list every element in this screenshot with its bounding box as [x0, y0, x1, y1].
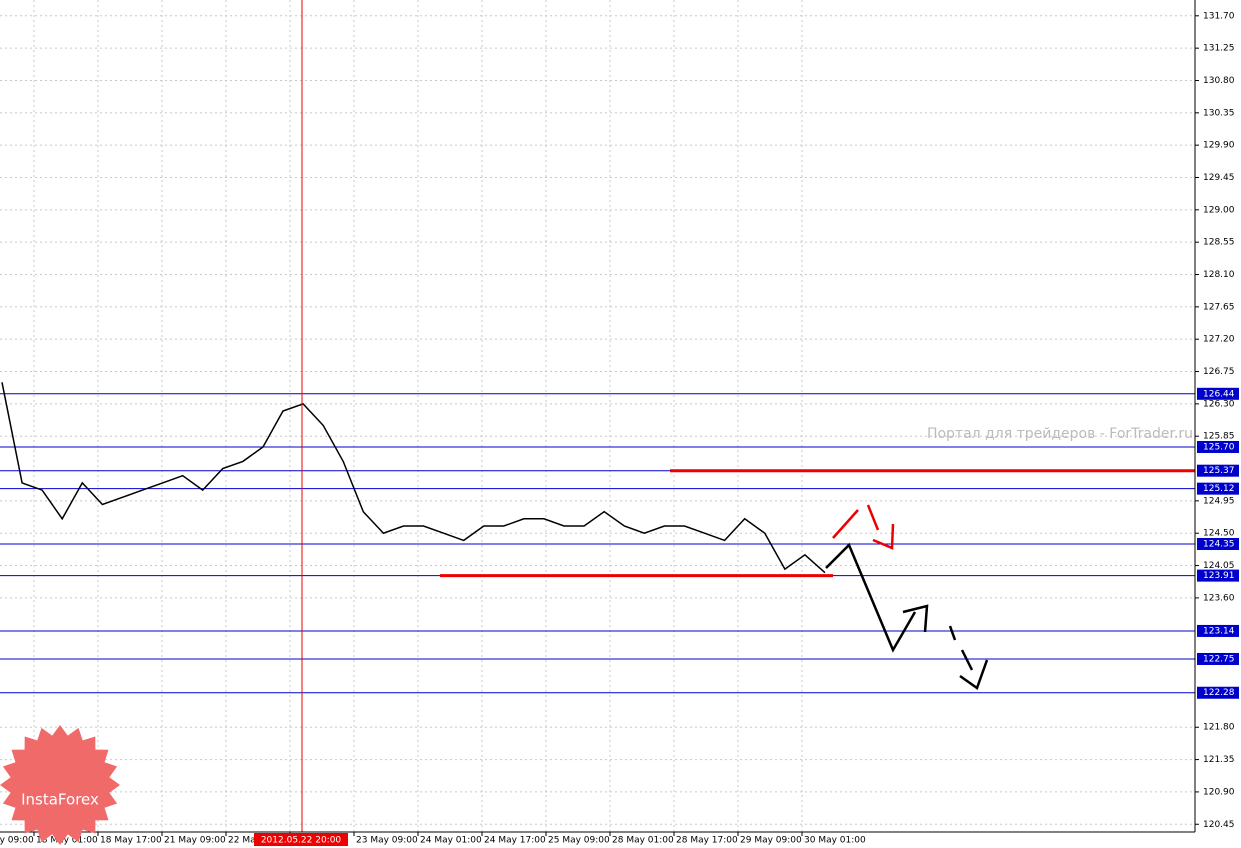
level-label: 122.28 — [1203, 688, 1235, 698]
red-arrow — [866, 504, 895, 550]
watermark: Портал для трейдеров - ForTrader.ru — [927, 426, 1193, 442]
y-tick-label: 131.25 — [1203, 44, 1235, 54]
forecast-path — [825, 542, 917, 653]
x-tick-label: 28 May 17:00 — [676, 836, 738, 846]
y-tick-label: 129.45 — [1203, 173, 1235, 183]
arrow-head — [902, 604, 929, 633]
x-tick-label: 24 May 01:00 — [420, 836, 482, 846]
arrow-head — [959, 659, 989, 690]
crosshair-label: 2012.05.22 20:00 — [261, 836, 342, 846]
y-tick-label: 125.85 — [1203, 432, 1235, 442]
level-label: 125.70 — [1203, 442, 1235, 452]
x-tick-label: 24 May 17:00 — [484, 836, 546, 846]
price-line — [1, 382, 826, 574]
level-label: 123.91 — [1203, 571, 1235, 581]
level-label-box — [1197, 652, 1239, 665]
x-tick-label: 21 May 09:00 — [164, 836, 226, 846]
red-path — [832, 509, 859, 539]
level-label-box — [1197, 537, 1239, 550]
grid — [0, 0, 1195, 832]
level-label-box — [1197, 624, 1239, 637]
level-label-box — [1197, 686, 1239, 699]
level-label-box — [1197, 569, 1239, 582]
level-label: 124.35 — [1203, 539, 1235, 549]
y-tick-label: 123.60 — [1203, 593, 1235, 603]
y-tick-label: 131.70 — [1203, 11, 1235, 21]
y-tick-label: 121.35 — [1203, 755, 1235, 765]
level-label-box — [1197, 387, 1239, 400]
y-tick-label: 126.75 — [1203, 367, 1235, 377]
y-tick-label: 124.50 — [1203, 529, 1235, 539]
y-tick-label: 121.80 — [1203, 723, 1235, 733]
level-label-box — [1197, 440, 1239, 453]
y-tick-label: 128.10 — [1203, 270, 1235, 280]
x-tick-label: 30 May 01:00 — [804, 836, 866, 846]
x-tick-label: 25 May 09:00 — [548, 836, 610, 846]
level-label: 122.75 — [1203, 654, 1235, 664]
level-label-box — [1197, 482, 1239, 495]
levels — [0, 393, 1195, 694]
level-label: 126.44 — [1203, 389, 1235, 399]
y-tick-label: 129.90 — [1203, 141, 1235, 151]
x-tick-label: 23 May 09:00 — [356, 836, 418, 846]
logo-star — [0, 725, 120, 845]
x-tick-label: 28 May 01:00 — [612, 836, 674, 846]
level-label-box — [1197, 464, 1239, 477]
y-tick-label: 129.00 — [1203, 205, 1235, 215]
level-label: 125.37 — [1203, 466, 1235, 476]
y-tick-label: 128.55 — [1203, 238, 1235, 248]
series — [1, 382, 826, 574]
crosshair-label-box — [254, 833, 348, 846]
logo-text: InstaForex — [21, 791, 99, 809]
y-tick-label: 130.35 — [1203, 108, 1235, 118]
forecast-arrows — [825, 504, 989, 690]
y-tick-label: 126.30 — [1203, 399, 1235, 409]
x-tick-label: 18 May 01:00 — [36, 836, 98, 846]
x-tick-label: 29 May 09:00 — [740, 836, 802, 846]
x-tick-label: 18 May 17:00 — [100, 836, 162, 846]
dashed-path — [948, 625, 974, 671]
y-tick-label: 130.80 — [1203, 76, 1235, 86]
level-label: 125.12 — [1203, 484, 1235, 494]
y-tick-label: 127.65 — [1203, 302, 1235, 312]
level-label: 123.14 — [1203, 626, 1235, 636]
x-tick-label: 17 May 09:00 — [0, 836, 34, 846]
axis-labels: 120.45 120.90 121.35 121.80 123.60 124.05 124.… — [0, 11, 1239, 846]
y-tick-label: 124.95 — [1203, 496, 1235, 506]
y-tick-label: 120.90 — [1203, 787, 1235, 797]
y-tick-label: 127.20 — [1203, 335, 1235, 345]
y-tick-label: 124.05 — [1203, 561, 1235, 571]
y-tick-label: 120.45 — [1203, 820, 1235, 830]
logo: InstaForex — [0, 725, 120, 845]
